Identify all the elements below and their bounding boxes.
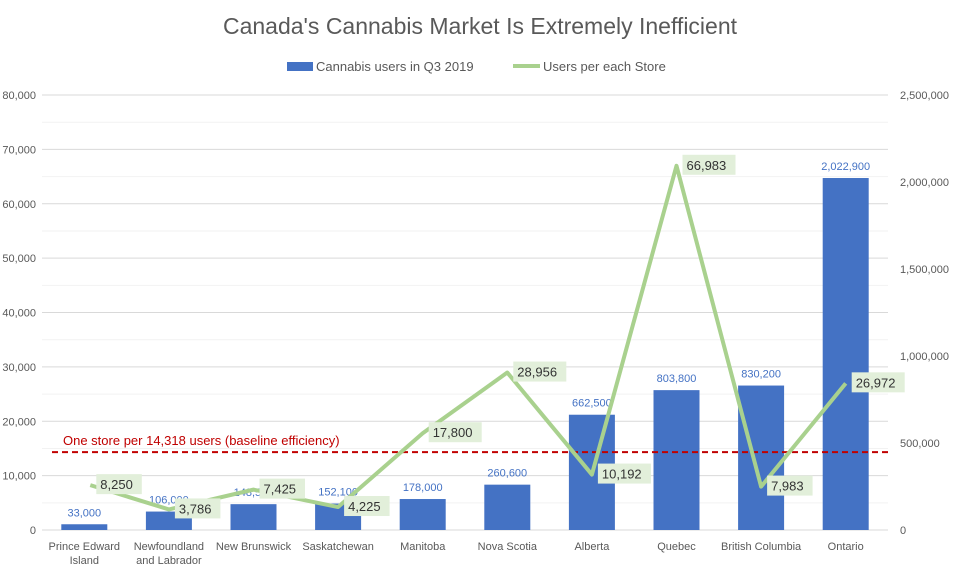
- category-label: Saskatchewan: [302, 541, 374, 553]
- left-axis-tick: 70,000: [2, 144, 36, 156]
- left-axis-tick: 30,000: [2, 362, 36, 374]
- line-label-box: [428, 422, 482, 443]
- bar: [484, 484, 531, 530]
- line-label-box: [851, 372, 905, 393]
- bar-label: 662,500: [572, 398, 612, 410]
- line-label: 66,983: [687, 158, 727, 173]
- bar: [61, 524, 108, 530]
- category-label: Quebec: [657, 541, 696, 553]
- gridlines: [42, 94, 888, 531]
- line-label-box: [259, 478, 305, 499]
- category-label: Prince Edward: [49, 541, 121, 553]
- line-label-box: [597, 463, 651, 484]
- bar: [399, 499, 446, 530]
- category-label: Alberta: [574, 541, 610, 553]
- right-axis-tick: 2,500,000: [900, 90, 949, 102]
- left-axis-tick: 20,000: [2, 416, 36, 428]
- category-label: and Labrador: [136, 555, 202, 567]
- line-label: 7,983: [771, 479, 804, 494]
- category-label: Newfoundland: [134, 541, 204, 553]
- bar-label: 803,800: [657, 373, 697, 385]
- line-label-box: [682, 154, 736, 175]
- line-label-box: [96, 474, 142, 495]
- bar-label: 260,600: [487, 468, 527, 480]
- category-label: Ontario: [828, 541, 864, 553]
- line-label: 8,250: [100, 477, 133, 492]
- left-axis-tick: 40,000: [2, 308, 36, 320]
- line-label-box: [344, 496, 390, 517]
- line-label: 17,800: [433, 425, 473, 440]
- baseline-label: One store per 14,318 users (baseline eff…: [63, 433, 340, 448]
- bar-label: 178,000: [403, 482, 443, 494]
- category-label: New Brunswick: [216, 541, 292, 553]
- category-label: Island: [70, 555, 99, 567]
- left-axis-tick: 80,000: [2, 90, 36, 102]
- left-axis-tick: 50,000: [2, 253, 36, 265]
- legend-line-label: Users per each Store: [543, 59, 666, 74]
- legend-bar-label: Cannabis users in Q3 2019: [316, 59, 474, 74]
- left-axis-tick: 0: [30, 525, 36, 537]
- bar-label: 2,022,900: [821, 161, 870, 173]
- right-axis-tick: 1,000,000: [900, 351, 949, 363]
- bar-label: 152,100: [318, 487, 358, 499]
- left-axis-tick: 60,000: [2, 199, 36, 211]
- line-label: 4,225: [348, 499, 381, 514]
- right-axis-tick: 0: [900, 525, 906, 537]
- category-label: Manitoba: [400, 541, 446, 553]
- line-label: 28,956: [517, 365, 557, 380]
- left-axis-tick: 10,000: [2, 471, 36, 483]
- category-label: Nova Scotia: [478, 541, 538, 553]
- bar-label: 33,000: [67, 507, 101, 519]
- line-label: 26,972: [856, 375, 896, 390]
- right-axis-tick: 2,000,000: [900, 177, 949, 189]
- bar: [738, 385, 785, 530]
- right-axis-tick: 1,500,000: [900, 264, 949, 276]
- line-label: 7,425: [264, 482, 297, 497]
- legend: Cannabis users in Q3 2019 Users per each…: [287, 59, 666, 74]
- chart-title: Canada's Cannabis Market Is Extremely In…: [223, 13, 738, 39]
- bar: [822, 178, 869, 531]
- line-label-box: [174, 498, 221, 519]
- bar: [230, 504, 277, 530]
- bar-label: 830,200: [741, 369, 781, 381]
- line-label-box: [767, 475, 813, 496]
- bar: [653, 390, 700, 530]
- right-axis-tick: 500,000: [900, 438, 940, 450]
- users-per-store-line: [89, 163, 848, 512]
- line-label: 10,192: [602, 467, 642, 482]
- legend-bar-swatch: [287, 62, 313, 71]
- line-label-box: [513, 361, 567, 382]
- line-label: 3,786: [179, 501, 212, 516]
- category-label: British Columbia: [721, 541, 802, 553]
